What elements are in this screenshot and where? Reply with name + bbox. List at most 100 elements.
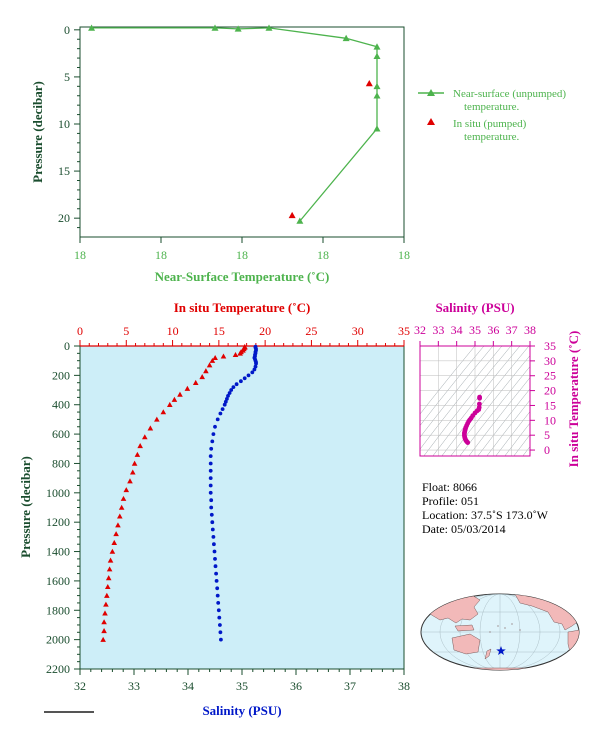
temperature-point — [209, 357, 216, 363]
near-surface-point — [211, 24, 219, 31]
ts-ylabel: In situ Temperature (˚C) — [566, 331, 581, 468]
salinity-point — [219, 637, 223, 642]
salinity-point — [212, 549, 217, 554]
main-ytick-label: 2000 — [46, 633, 70, 647]
float-info: Float: 8066 Profile: 051 Location: 37.5˚… — [422, 480, 549, 536]
main-bottom-xlabel: Salinity (PSU) — [202, 703, 281, 718]
main-ytick-label: 1600 — [46, 574, 70, 588]
salinity-point — [254, 361, 258, 366]
legend-label-in-situ-line1: In situ (pumped) — [453, 118, 527, 130]
main-top-xtick-label: 25 — [305, 324, 317, 338]
main-top-xtick-label: 20 — [259, 324, 271, 338]
near-surface-point — [373, 82, 381, 90]
near-surface-axes: 18 18 18 18 18 0 5 10 15 20 — [58, 23, 410, 262]
salinity-point — [225, 397, 229, 401]
footer-stamp-mark — [44, 711, 94, 713]
near-surface-ylabel: Pressure (decibar) — [30, 81, 45, 183]
main-profile-marks — [100, 343, 258, 642]
salinity-point — [213, 564, 218, 569]
main-top-xtick-label: 10 — [167, 324, 179, 338]
ts-xtick-label: 36 — [487, 323, 499, 337]
temperature-point — [118, 504, 125, 510]
near-surface-point — [342, 34, 350, 42]
salinity-point — [231, 385, 236, 389]
ts-ytick-label: 15 — [544, 398, 556, 412]
main-ytick-label: 1000 — [46, 486, 70, 500]
temperature-point — [101, 628, 107, 634]
map-islands — [489, 623, 521, 633]
salinity-point — [252, 367, 257, 372]
main-bottom-xtick-label: 36 — [290, 679, 302, 693]
temperature-point — [166, 401, 173, 407]
footer-mark — [44, 711, 94, 713]
ns-ytick-label: 20 — [58, 211, 70, 225]
temperature-point — [220, 353, 227, 359]
ns-xtick-label: 18 — [317, 248, 329, 262]
temperature-point — [101, 619, 107, 625]
salinity-point — [210, 439, 215, 444]
salinity-point — [209, 446, 214, 451]
ts-isopycnal-line — [513, 434, 530, 456]
salinity-point — [212, 542, 216, 547]
salinity-point — [234, 382, 239, 387]
salinity-point — [213, 557, 217, 561]
salinity-point — [209, 505, 214, 510]
ts-xtick-label: 35 — [469, 323, 481, 337]
ts-ytick-label: 5 — [544, 428, 550, 442]
legend-label-in-situ-line2: temperature. — [464, 131, 520, 143]
main-top-xtick-label: 30 — [352, 324, 364, 338]
temperature-point — [117, 513, 123, 519]
salinity-point — [216, 608, 221, 613]
main-ylabel: Pressure (decibar) — [18, 456, 33, 558]
in-situ-point — [365, 80, 373, 87]
temperature-point — [129, 469, 136, 475]
near-surface-legend: Near-surface (unpumped) temperature. In … — [418, 88, 566, 143]
island-dot — [511, 623, 513, 625]
main-ytick-label: 400 — [52, 398, 70, 412]
temperature-point — [177, 391, 183, 397]
near-surface-frame — [79, 26, 405, 238]
temperature-point — [184, 385, 191, 391]
island-dot — [504, 627, 506, 629]
temperature-point — [127, 478, 133, 484]
salinity-point — [220, 407, 225, 411]
main-bottom-xtick-label: 37 — [344, 679, 356, 693]
ns-xtick-label: 18 — [236, 248, 248, 262]
land-new-zealand — [484, 648, 492, 660]
ts-xtick-label: 38 — [524, 323, 536, 337]
salinity-point — [213, 424, 217, 429]
temperature-point — [102, 610, 108, 616]
temperature-point — [142, 434, 148, 440]
ns-ytick-label: 0 — [64, 23, 70, 37]
main-profile-axes: 0 5 10 15 20 25 30 35 32 33 34 35 36 37 38 0 200 400 600 80… — [46, 324, 410, 693]
temperature-point — [109, 548, 116, 554]
legend-label-near-surface-line1: Near-surface (unpumped) — [453, 88, 566, 100]
ts-isopycnal-line — [522, 446, 530, 456]
near-surface-point — [373, 125, 381, 132]
temperature-point — [103, 601, 109, 607]
ts-ytick-label: 30 — [544, 354, 556, 368]
temperature-point — [212, 354, 218, 360]
main-bottom-xtick-label: 32 — [74, 679, 86, 693]
main-ytick-label: 800 — [52, 456, 70, 470]
main-bottom-xtick-label: 38 — [398, 679, 410, 693]
ns-ytick-label: 10 — [58, 117, 70, 131]
near-surface-point — [373, 43, 381, 50]
float-number: Float: 8066 — [422, 480, 477, 494]
salinity-point — [218, 630, 223, 635]
ns-xtick-label: 18 — [398, 248, 410, 262]
ts-isopycnal-line — [423, 346, 512, 456]
main-ytick-label: 1400 — [46, 545, 70, 559]
island-dot — [489, 631, 491, 633]
near-surface-point — [296, 217, 304, 224]
near-surface-point — [373, 52, 381, 59]
salinity-point — [226, 394, 230, 398]
temperature-point — [192, 379, 199, 385]
temperature-point — [134, 451, 141, 457]
salinity-point — [209, 512, 214, 517]
ts-ytick-label: 0 — [544, 443, 550, 457]
main-plot-area — [79, 345, 405, 670]
salinity-point — [218, 411, 223, 416]
main-ytick-label: 0 — [64, 339, 70, 353]
main-top-xtick-label: 0 — [77, 324, 83, 338]
